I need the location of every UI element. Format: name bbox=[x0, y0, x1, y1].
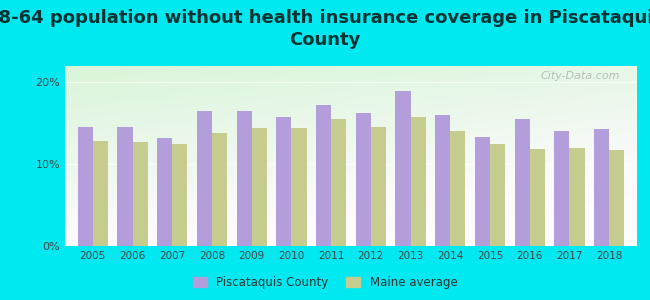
Text: 18-64 population without health insurance coverage in Piscataquis
County: 18-64 population without health insuranc… bbox=[0, 9, 650, 49]
Legend: Piscataquis County, Maine average: Piscataquis County, Maine average bbox=[188, 272, 462, 294]
Bar bbox=[212, 133, 227, 246]
Bar bbox=[316, 105, 331, 246]
Bar bbox=[371, 128, 386, 246]
Bar bbox=[93, 141, 108, 246]
Text: City-Data.com: City-Data.com bbox=[540, 71, 620, 81]
Bar bbox=[411, 117, 426, 246]
Bar bbox=[436, 115, 450, 246]
Bar bbox=[197, 111, 212, 246]
Bar bbox=[475, 137, 490, 246]
Bar bbox=[530, 149, 545, 246]
Bar bbox=[609, 150, 624, 246]
Bar bbox=[118, 128, 133, 246]
Bar bbox=[554, 131, 569, 246]
Bar bbox=[291, 128, 307, 246]
Bar bbox=[252, 128, 266, 246]
Bar bbox=[450, 131, 465, 246]
Bar bbox=[172, 144, 187, 246]
Bar bbox=[276, 117, 291, 246]
Bar bbox=[569, 148, 584, 246]
Bar bbox=[78, 128, 93, 246]
Bar bbox=[490, 144, 505, 246]
Bar bbox=[356, 113, 371, 246]
Bar bbox=[594, 129, 609, 246]
Bar bbox=[237, 111, 252, 246]
Bar bbox=[133, 142, 148, 246]
Bar bbox=[331, 119, 346, 246]
Bar bbox=[395, 91, 411, 246]
Bar bbox=[515, 119, 530, 246]
Bar bbox=[157, 138, 172, 246]
